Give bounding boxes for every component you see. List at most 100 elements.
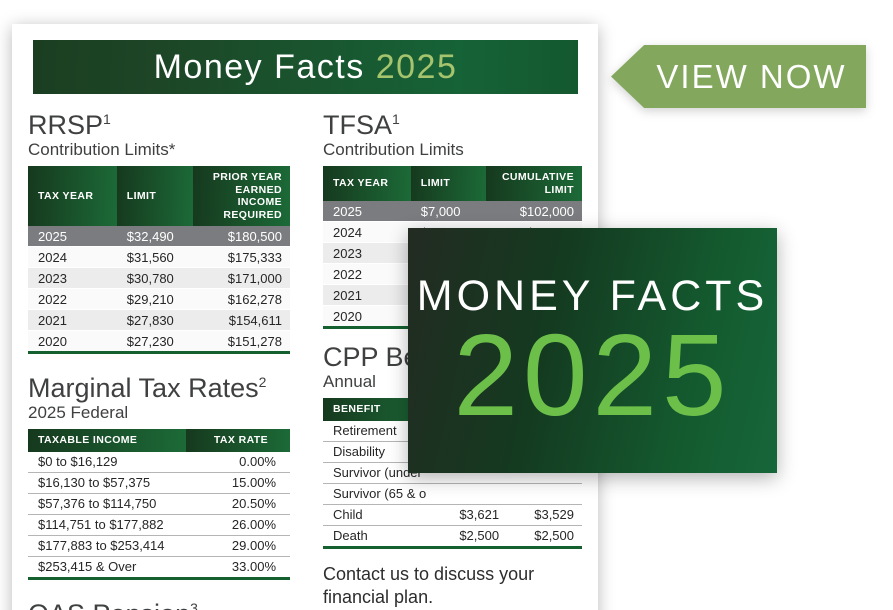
cell-extra: $102,000 [485,201,582,222]
cell-extra: $154,611 [192,309,290,331]
rrsp-table: TAX YEAR LIMIT PRIOR YEAR EARNED INCOME … [28,166,290,354]
rrsp-col-limit: LIMIT [116,166,193,226]
table-row: $16,130 to $57,375 15.00% [28,471,290,493]
rrsp-footnote-marker: 1 [103,111,111,127]
cell-year: 2024 [28,246,117,268]
table-row: $114,751 to $177,882 26.00% [28,513,290,535]
banner-year: 2025 [375,47,458,86]
cell-year: 2025 [28,226,117,247]
cell-benefit: Survivor (65 & o [323,482,435,504]
oas-title: OAS Pension3 [28,593,290,610]
tfsa-subtitle: Contribution Limits [323,140,464,159]
cell-income: $177,883 to $253,414 [28,534,187,556]
cell-limit: $27,830 [116,309,193,331]
tfsa-footnote-marker: 1 [392,111,400,127]
cell-extra: $162,278 [192,288,290,310]
table-row: Retirement [323,421,582,442]
table-row: 2024 $31,560 $175,333 [28,246,290,268]
cell-income: $0 to $16,129 [38,454,118,469]
cell-limit: $32,490 [116,226,193,247]
tfsa-col-cumulative: CUMULATIVE LIMIT [485,166,582,201]
cell-rate: 33.00% [186,555,290,578]
cell-benefit: Survivor (under [323,461,435,483]
cell-rate: 20.50% [186,492,290,514]
cell-benefit: Death [323,524,435,547]
rrsp-subtitle: Contribution Limits* [28,140,176,159]
table-row: Survivor (65 & o [323,482,582,504]
table-row: 2021 $27,830 $154,611 [28,309,290,331]
table-row: $0 to $16,129 0.00% [28,452,290,473]
cell-year: 2020 [28,330,117,353]
cell-rate: 29.00% [186,534,290,556]
cell-benefit: Disability [323,440,435,462]
cell-v1 [434,482,508,504]
cell-rate: 0.00% [239,454,276,469]
cell-extra: $180,500 [192,226,290,247]
cell-v1: $2,500 [434,524,508,547]
cell-year: 2021 [28,309,117,331]
rrsp-table-header: TAX YEAR LIMIT PRIOR YEAR EARNED INCOME … [28,166,290,226]
marginal-col-rate: TAX RATE [186,429,290,452]
table-row: $253,415 & Over 33.00% [28,555,290,578]
cpp-subtitle: Annual [323,372,376,391]
marginal-col-income: TAXABLE INCOME [28,429,187,452]
view-now-label: VIEW NOW [656,57,847,95]
cell-v2: $3,529 [507,503,582,525]
cell-income: $16,130 to $57,375 [28,471,187,493]
marginal-title-text: Marginal Tax Rates [28,373,259,403]
marginal-tax-table: TAXABLE INCOME TAX RATE $0 to $16,129 0.0… [28,429,290,580]
cell-year: 2025 [323,201,411,222]
cell-extra: $171,000 [192,267,290,289]
money-facts-preview-card[interactable]: MONEY FACTS 2025 [408,228,777,473]
cell-extra: $151,278 [192,330,290,353]
cell-limit: $7,000 [410,201,486,222]
tfsa-title-text: TFSA [323,110,393,140]
cpp-col-benefit: BENEFIT [323,398,435,421]
contact-message: Contact us to discuss your financial pla… [323,563,535,607]
table-row: 2020 $27,230 $151,278 [28,330,290,353]
marginal-subtitle: 2025 Federal [28,403,129,422]
cell-year: 2023 [323,242,411,264]
table-row: 2025 $7,000 $102,000 [323,201,582,222]
oas-title-text: OAS Pension [28,599,190,610]
cell-limit: $30,780 [116,267,193,289]
marginal-footnote-marker: 2 [258,374,267,390]
preview-card-year: 2025 [453,309,732,440]
cell-income: $114,751 to $177,882 [28,513,187,535]
banner-title: Money Facts [153,47,365,86]
tfsa-title: TFSA1 [323,104,582,140]
cell-v2: $2,500 [507,524,582,547]
view-now-wrap: VIEW NOW [611,45,866,108]
cell-income: $57,376 to $114,750 [28,492,187,514]
view-now-button[interactable]: VIEW NOW [611,45,866,108]
marginal-title: Marginal Tax Rates2 [28,367,290,403]
preview-card-title: MONEY FACTS [416,271,769,320]
cell-limit: $27,230 [116,330,193,353]
table-row: 2025 $32,490 $180,500 [28,226,290,247]
cell-v2 [507,482,582,504]
oas-footnote-marker: 3 [190,599,198,610]
cell-v1: $3,621 [434,503,508,525]
cell-rate: 26.00% [186,513,290,535]
marginal-table-header: TAXABLE INCOME TAX RATE [28,429,290,452]
rrsp-col-tax-year: TAX YEAR [28,166,117,226]
table-row: Child $3,621 $3,529 [323,503,582,525]
money-facts-flyer: Money Facts 2025 RRSP1 Contribution Limi… [12,24,598,610]
table-row: Death $2,500 $2,500 [323,524,582,547]
cell-extra: $175,333 [192,246,290,268]
tfsa-col-tax-year: TAX YEAR [323,166,411,201]
cell-benefit: Child [323,503,435,525]
cell-year: 2022 [28,288,117,310]
table-row: 2022 $29,210 $162,278 [28,288,290,310]
flyer-banner: Money Facts 2025 [33,40,578,94]
cell-year: 2024 [323,221,411,243]
table-row: $177,883 to $253,414 29.00% [28,534,290,556]
cell-year: 2020 [323,305,411,328]
tfsa-table-header: TAX YEAR LIMIT CUMULATIVE LIMIT [323,166,582,201]
cell-benefit: Retirement [333,423,397,438]
table-row: $57,376 to $114,750 20.50% [28,492,290,514]
left-column: RRSP1 Contribution Limits* TAX YEAR LIMI… [28,98,290,610]
cell-year: 2021 [323,284,411,306]
cell-limit: $31,560 [116,246,193,268]
cell-year: 2023 [28,267,117,289]
